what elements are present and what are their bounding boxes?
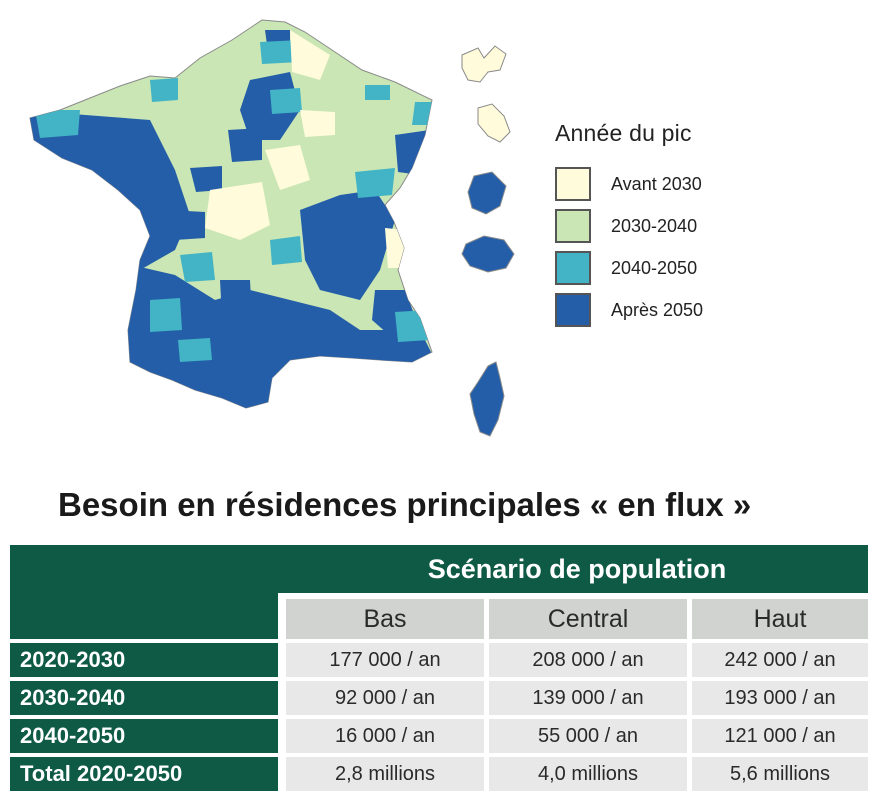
region-teal-4 <box>270 88 302 114</box>
value-cell: 92 000 / an <box>286 677 484 715</box>
legend-item: Avant 2030 <box>555 163 795 205</box>
value-cell: 139 000 / an <box>484 677 687 715</box>
table-row-total: Total 2020-2050 2,8 millions 4,0 million… <box>10 753 868 791</box>
guyane <box>467 171 507 215</box>
table-row: 2040-2050 16 000 / an 55 000 / an 121 00… <box>10 715 868 753</box>
region-teal-1 <box>35 110 80 138</box>
value-cell: 2,8 millions <box>286 753 484 791</box>
region-dept-dark-1 <box>228 128 262 162</box>
legend-label: Avant 2030 <box>611 173 702 194</box>
legend-swatch <box>555 167 591 201</box>
region-dept-dark-4 <box>168 210 205 240</box>
row-label: 2040-2050 <box>10 715 278 753</box>
region-teal-9 <box>355 168 395 198</box>
region-cream-5 <box>300 110 335 137</box>
region-teal-11 <box>412 102 432 125</box>
region-teal-12 <box>365 85 390 100</box>
legend-title: Année du pic <box>555 120 692 146</box>
region-south-dark <box>110 260 432 408</box>
region-east-dark <box>300 190 395 300</box>
value-cell: 121 000 / an <box>687 715 868 753</box>
france-map: Année du pic Avant 2030 2030-2040 2040-2… <box>29 19 795 437</box>
value-cell: 55 000 / an <box>484 715 687 753</box>
column-header-central: Central <box>484 593 687 639</box>
legend-item: 2040-2050 <box>555 247 795 289</box>
region-teal-8 <box>270 236 302 265</box>
table-corner-gap <box>278 545 286 593</box>
legend-label: 2030-2040 <box>611 215 698 236</box>
table-row: 2030-2040 92 000 / an 139 000 / an 193 0… <box>10 677 868 715</box>
scenario-header: Scénario de population <box>286 545 868 593</box>
martinique <box>477 103 511 143</box>
region-teal-6 <box>150 298 182 332</box>
flux-table: Scénario de population Bas Central Haut … <box>10 545 868 791</box>
region-teal-3 <box>260 40 300 64</box>
region-teal-7 <box>178 338 212 362</box>
region-dept-dark-5 <box>220 280 252 320</box>
value-cell: 208 000 / an <box>484 639 687 677</box>
column-header-haut: Haut <box>687 593 868 639</box>
value-cell: 242 000 / an <box>687 639 868 677</box>
value-cell: 5,6 millions <box>687 753 868 791</box>
legend-label: 2040-2050 <box>611 257 698 278</box>
row-label: 2020-2030 <box>10 639 278 677</box>
legend-swatch <box>555 293 591 327</box>
column-header-bas: Bas <box>286 593 484 639</box>
row-label: 2030-2040 <box>10 677 278 715</box>
map-svg <box>29 19 515 437</box>
region-dept-dark-2 <box>190 166 222 192</box>
region-teal-2 <box>150 78 178 102</box>
guadeloupe <box>461 45 507 83</box>
row-label: Total 2020-2050 <box>10 753 278 791</box>
row-gap <box>278 715 286 753</box>
region-cream-2 <box>265 145 310 190</box>
map-legend: Année du pic Avant 2030 2030-2040 2040-2… <box>555 120 795 331</box>
corse <box>469 361 505 437</box>
table-title: Besoin en résidences principales « en fl… <box>58 486 752 523</box>
row-gap <box>278 753 286 791</box>
value-cell: 16 000 / an <box>286 715 484 753</box>
legend-swatch <box>555 209 591 243</box>
region-teal-10 <box>395 310 430 342</box>
region-cream-3 <box>290 30 330 80</box>
row-gap <box>278 639 286 677</box>
table-corner <box>10 545 278 639</box>
value-cell: 177 000 / an <box>286 639 484 677</box>
region-cream-4 <box>385 228 405 268</box>
header-gap <box>278 593 286 639</box>
value-cell: 4,0 millions <box>484 753 687 791</box>
row-gap <box>278 677 286 715</box>
table-row: 2020-2030 177 000 / an 208 000 / an 242 … <box>10 639 868 677</box>
region-teal-5 <box>180 252 215 282</box>
legend-item: 2030-2040 <box>555 205 795 247</box>
legend-item: Après 2050 <box>555 289 795 331</box>
value-cell: 193 000 / an <box>687 677 868 715</box>
region-cream-1 <box>205 182 270 240</box>
legend-swatch <box>555 251 591 285</box>
legend-label: Après 2050 <box>611 299 704 320</box>
reunion <box>461 235 515 273</box>
